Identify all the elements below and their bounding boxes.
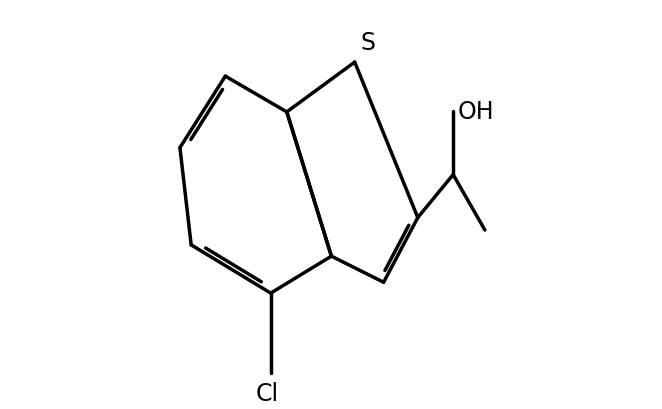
Text: Cl: Cl	[255, 381, 278, 405]
Text: OH: OH	[457, 100, 494, 124]
Text: S: S	[361, 31, 376, 55]
